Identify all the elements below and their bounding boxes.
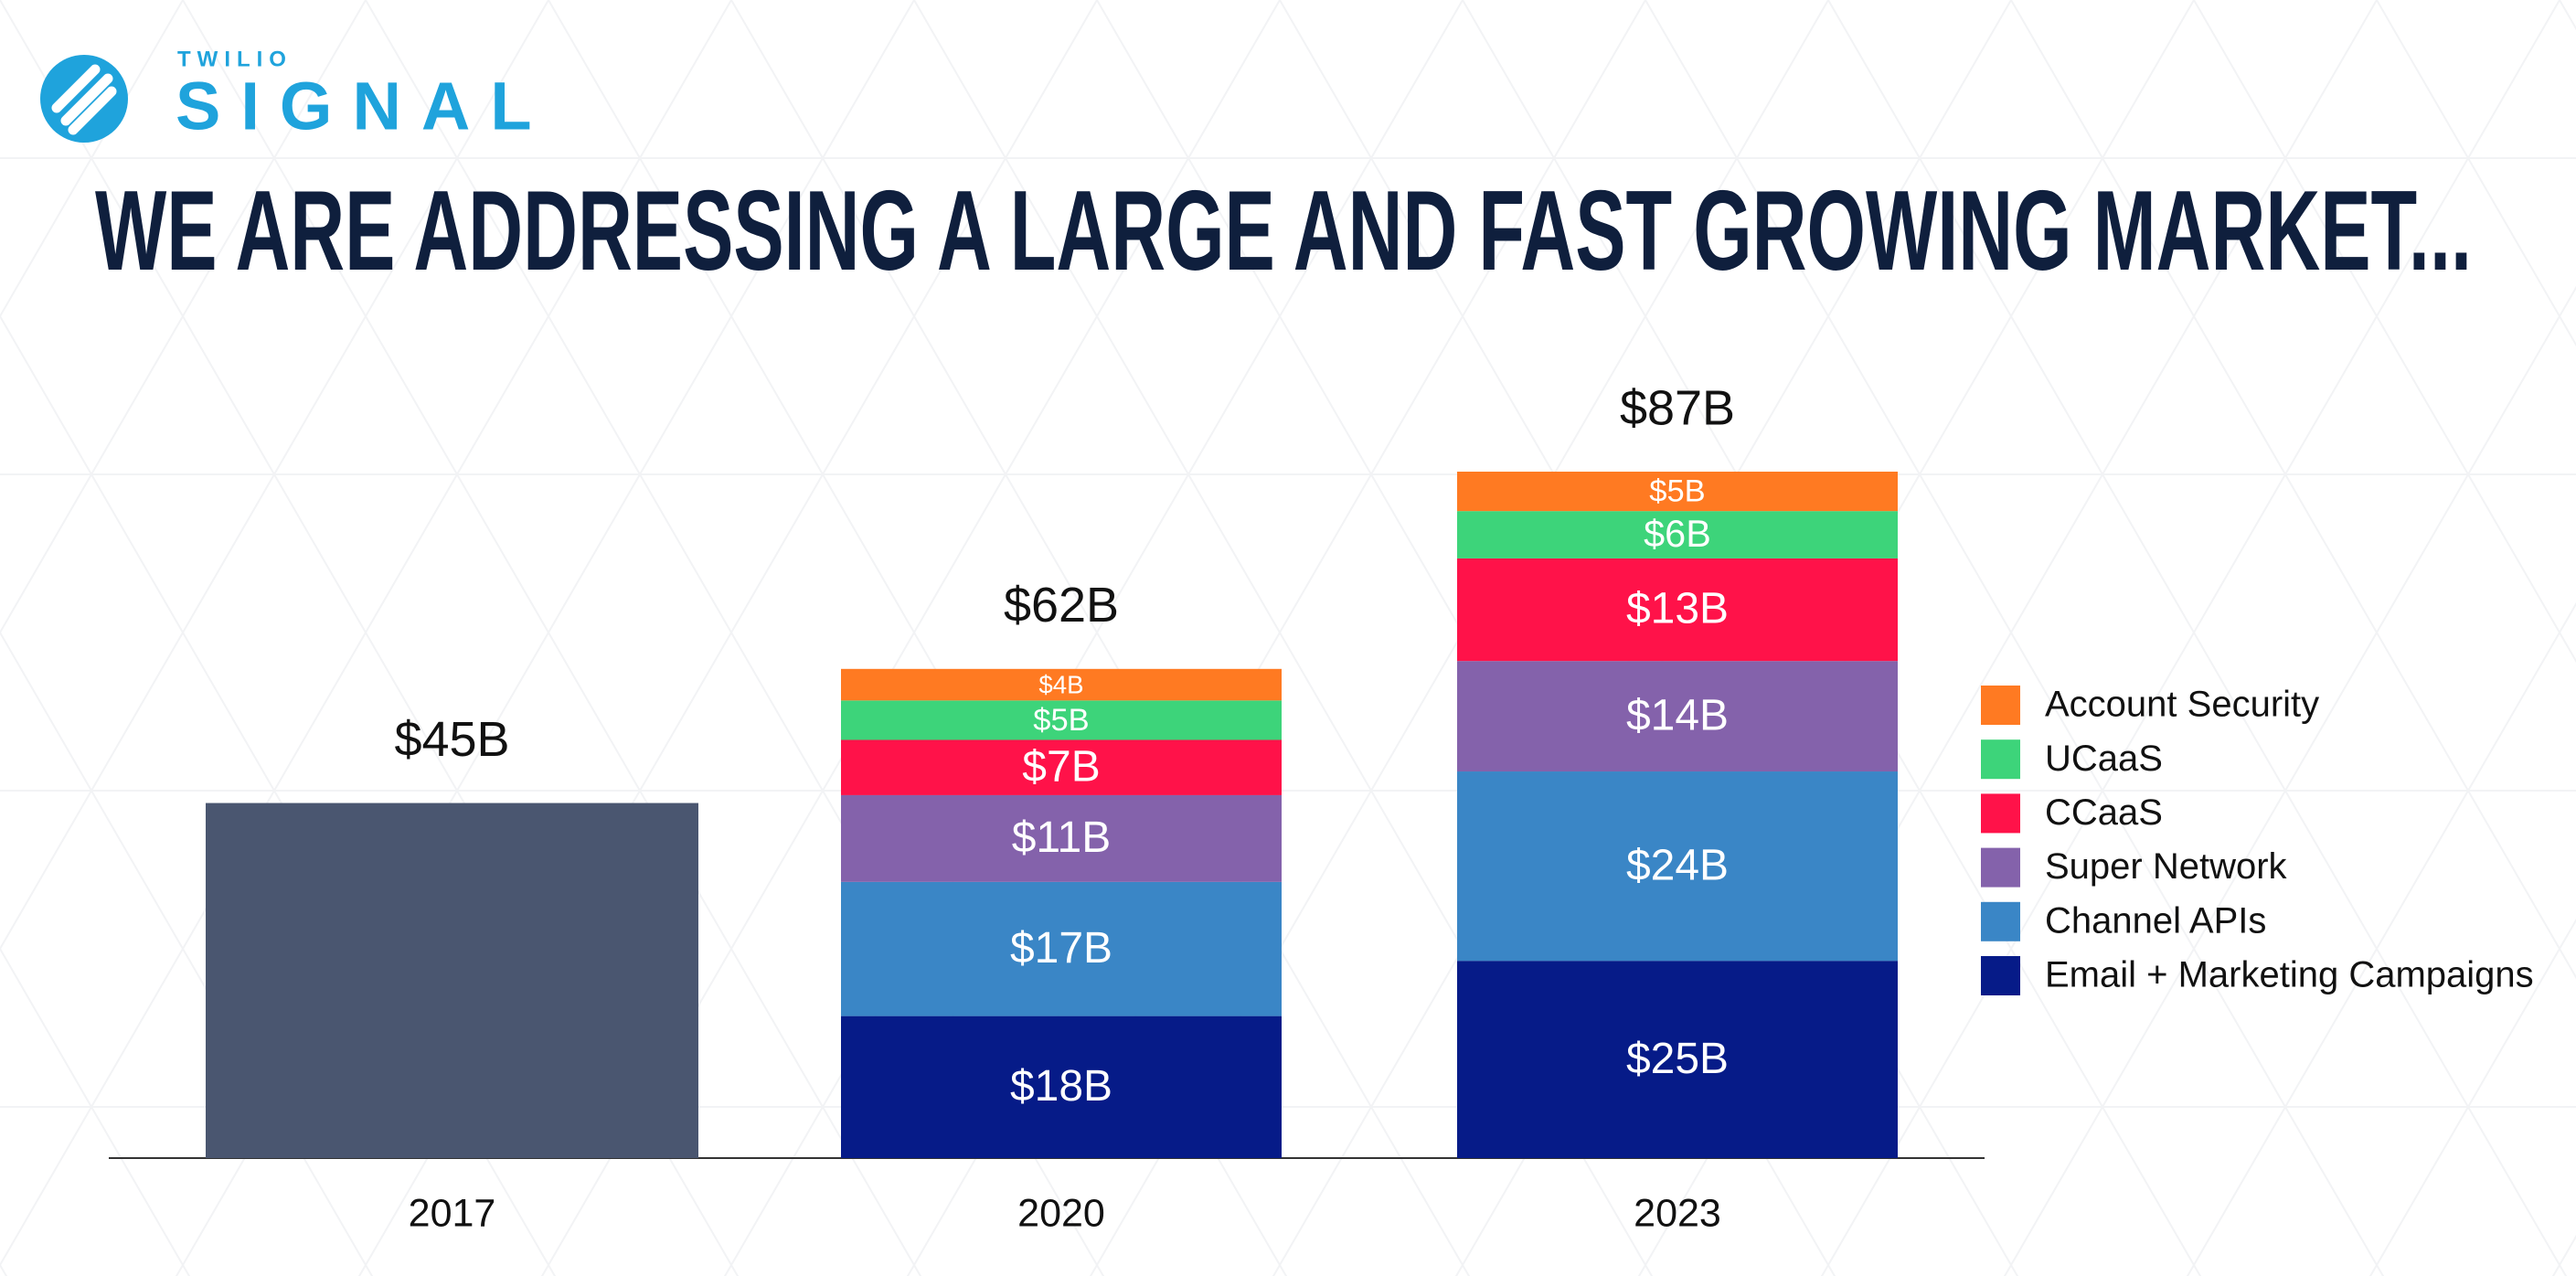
- bar-segment: [1457, 661, 1898, 772]
- value-label: $11B: [1012, 813, 1112, 862]
- legend-label: Channel APIs: [2045, 900, 2266, 941]
- bar-segment: [841, 881, 1282, 1016]
- legend-label: Super Network: [2045, 846, 2288, 887]
- total-label: $62B: [1004, 578, 1119, 633]
- legend-swatch: [1981, 847, 2020, 888]
- total-label: $87B: [1620, 380, 1735, 435]
- bar-segment: [841, 794, 1282, 882]
- legend-swatch: [1981, 686, 2020, 725]
- bar-segment: [1457, 511, 1898, 558]
- legend-swatch: [1981, 739, 2020, 780]
- value-label: $6B: [1644, 512, 1711, 555]
- value-label: $14B: [1626, 691, 1729, 739]
- legend-swatch: [1981, 956, 2020, 995]
- bar-segment: [841, 1015, 1282, 1158]
- legend-label: Email + Marketing Campaigns: [2045, 955, 2534, 995]
- value-label: $25B: [1626, 1035, 1729, 1083]
- chart-title: WE ARE ADDRESSING A LARGE AND FAST GROWI…: [95, 168, 2472, 294]
- value-label: $7B: [1022, 742, 1100, 791]
- legend-swatch: [1981, 901, 2020, 941]
- legend-swatch: [1981, 793, 2020, 834]
- bar: [206, 803, 698, 1158]
- value-label: $24B: [1626, 841, 1729, 889]
- value-label: $4B: [1038, 670, 1083, 698]
- x-tick-label: 2020: [1017, 1191, 1105, 1235]
- bar-segment: [841, 739, 1282, 795]
- bar-segment: [841, 668, 1282, 701]
- total-label: $45B: [394, 712, 509, 767]
- bar-segment: [1457, 558, 1898, 662]
- logo: TWILIO SIGNAL: [40, 47, 552, 144]
- value-label: $5B: [1033, 703, 1089, 738]
- legend-label: UCaaS: [2045, 739, 2163, 779]
- bar-segment: [1457, 961, 1898, 1158]
- value-label: $13B: [1626, 585, 1729, 633]
- logo-bottom: SIGNAL: [176, 69, 552, 144]
- bar-segment: [1457, 472, 1898, 512]
- value-label: $5B: [1649, 474, 1705, 509]
- x-tick-label: 2017: [409, 1191, 496, 1235]
- legend-label: CCaaS: [2045, 792, 2163, 833]
- value-label: $18B: [1010, 1062, 1112, 1111]
- bar-segment: [841, 700, 1282, 740]
- x-tick-label: 2023: [1634, 1191, 1721, 1235]
- logo-top: TWILIO: [177, 47, 293, 71]
- bar-segment: [1457, 771, 1898, 962]
- legend-label: Account Security: [2045, 685, 2319, 725]
- value-label: $17B: [1010, 924, 1112, 973]
